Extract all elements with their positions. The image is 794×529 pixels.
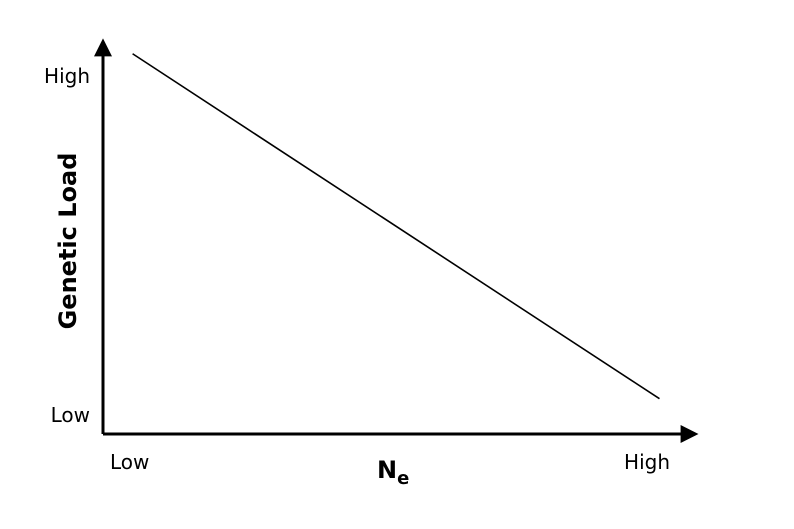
x-axis-title-main: N (377, 456, 397, 484)
x-axis-title-subscript: e (397, 468, 409, 489)
y-axis-title: Genetic Load (54, 153, 82, 330)
y-tick-low: Low (51, 403, 90, 427)
y-tick-high: High (44, 64, 90, 88)
x-axis-title: Ne (377, 456, 409, 489)
genetic-load-line (132, 53, 660, 400)
x-tick-low: Low (110, 450, 149, 474)
x-tick-high: High (624, 450, 670, 474)
